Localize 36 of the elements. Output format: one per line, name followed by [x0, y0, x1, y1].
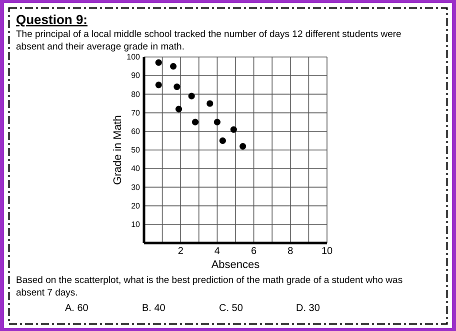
x-tick-label: 4 — [214, 246, 220, 258]
y-tick-label: 80 — [131, 90, 141, 99]
point — [219, 137, 226, 144]
y-tick-label: 20 — [131, 201, 141, 210]
point — [230, 126, 237, 133]
y-tick-label: 60 — [131, 126, 141, 136]
x-tick-label: 2 — [178, 246, 184, 258]
text: B. 40 — [142, 303, 166, 314]
point — [155, 82, 162, 88]
chart-subtitle: The principal of a local middle school tracked the number of days 12 different students were absent and their average grade in math. — [16, 29, 402, 52]
text: D. 30 — [296, 303, 320, 314]
point — [206, 100, 214, 107]
text: C. 50 — [219, 303, 244, 314]
x-tick-label: 6 — [251, 246, 258, 258]
point — [214, 118, 220, 126]
x-tick-label: 10 — [321, 246, 333, 258]
y-tick-label: 50 — [131, 146, 141, 155]
y-tick-label: 30 — [131, 182, 141, 192]
text: A. 60 — [65, 303, 89, 314]
y-tick-label: 70 — [131, 108, 141, 118]
point — [240, 142, 246, 150]
point — [174, 83, 180, 90]
x-axis-title: Absences — [211, 259, 260, 271]
y-tick-label: 40 — [131, 164, 141, 174]
y-tick-label: 10 — [131, 220, 141, 229]
chart-title: Question 9: — [16, 12, 88, 27]
y-tick-label: 90 — [131, 71, 141, 80]
y-axis-title: Grade in Math — [112, 115, 124, 185]
x-tick-label: 8 — [288, 246, 294, 258]
point — [175, 106, 182, 112]
text: Based on the scatterplot, what is the best prediction of the math grade of a student who was absent 7 days. — [16, 275, 403, 298]
point — [192, 118, 199, 126]
point — [155, 59, 162, 66]
point — [188, 92, 195, 100]
y-tick-label: 100 — [126, 52, 141, 62]
point — [170, 63, 177, 70]
